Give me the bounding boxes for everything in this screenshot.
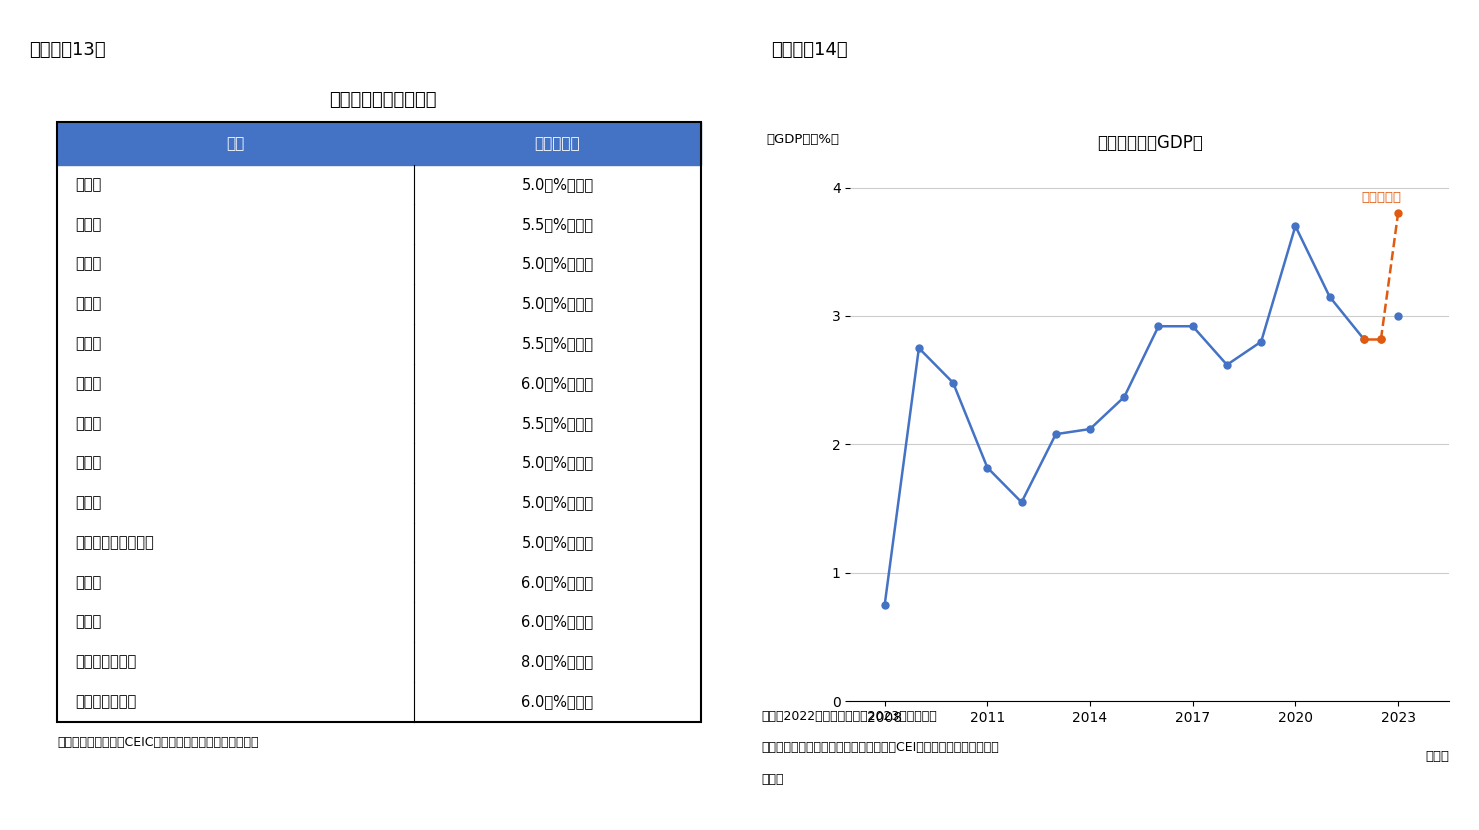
Bar xyxy=(58,443,701,483)
Text: 5.0　%　前後: 5.0 % 前後 xyxy=(522,256,593,271)
Text: 広西チワン族自治区: 広西チワン族自治区 xyxy=(75,535,154,550)
Text: チベット自治区: チベット自治区 xyxy=(75,654,136,670)
Text: 主な地方の成長率目標: 主な地方の成長率目標 xyxy=(328,91,436,110)
Bar xyxy=(58,403,701,443)
Bar xyxy=(414,123,701,164)
Text: 6.0　%　以上: 6.0 % 以上 xyxy=(522,694,593,709)
Text: 浙江省: 浙江省 xyxy=(75,336,101,351)
Text: 成長率目標: 成長率目標 xyxy=(534,136,580,151)
Text: 山東省: 山東省 xyxy=(75,456,101,471)
Text: 所作成: 所作成 xyxy=(762,773,784,786)
Text: 5.5　%　前後: 5.5 % 前後 xyxy=(522,416,593,431)
Text: 国債増発後: 国債増発後 xyxy=(1362,191,1402,204)
Text: （資料）中国国家統計局、中国財政部、CEIより、ニッセイ基礎研究: （資料）中国国家統計局、中国財政部、CEIより、ニッセイ基礎研究 xyxy=(762,741,1000,754)
Text: 安徽省: 安徽省 xyxy=(75,376,101,391)
Text: （図表－14）: （図表－14） xyxy=(772,41,847,58)
Text: 重慶市: 重慶市 xyxy=(75,575,101,590)
Text: 5.0　%　以上: 5.0 % 以上 xyxy=(522,296,593,311)
Bar xyxy=(58,523,701,563)
Text: 上海市: 上海市 xyxy=(75,256,101,271)
Title: 財政赤字の対GDP比: 財政赤字の対GDP比 xyxy=(1097,134,1202,152)
Text: 江蘇省: 江蘇省 xyxy=(75,296,101,311)
Text: 地方: 地方 xyxy=(226,136,246,151)
Text: 北京市: 北京市 xyxy=(75,177,101,192)
Bar xyxy=(58,284,701,324)
Bar xyxy=(58,642,701,681)
Text: （注）2022年までは実績、2023年は予算。: （注）2022年までは実績、2023年は予算。 xyxy=(762,710,938,723)
Text: 6.0　%　以上: 6.0 % 以上 xyxy=(522,615,593,630)
Text: （図表－13）: （図表－13） xyxy=(30,41,105,58)
Text: 5.5　%　前後: 5.5 % 前後 xyxy=(522,336,593,351)
Text: 5.0　%　以上: 5.0 % 以上 xyxy=(522,456,593,471)
Bar xyxy=(58,164,701,204)
Text: 6.0　%　前後: 6.0 % 前後 xyxy=(522,575,593,590)
Bar xyxy=(58,123,414,164)
Bar xyxy=(58,563,701,603)
Text: 5.0　%　以上: 5.0 % 以上 xyxy=(522,496,593,510)
Bar xyxy=(58,364,701,403)
Bar xyxy=(58,204,701,244)
Text: 5.5　%　前後: 5.5 % 前後 xyxy=(522,217,593,232)
Bar xyxy=(58,603,701,642)
Text: 河北省: 河北省 xyxy=(75,217,101,232)
Bar xyxy=(58,681,701,721)
Text: 5.0　%　以上: 5.0 % 以上 xyxy=(522,535,593,550)
Text: 広東省: 広東省 xyxy=(75,496,101,510)
Text: 5.0　%　前後: 5.0 % 前後 xyxy=(522,177,593,192)
Text: 8.0　%　前後: 8.0 % 前後 xyxy=(522,654,593,670)
Text: 四川省: 四川省 xyxy=(75,615,101,630)
Text: （資料）各種報道、CEICより、ニッセイ基礎研究所作成: （資料）各種報道、CEICより、ニッセイ基礎研究所作成 xyxy=(58,735,259,749)
Text: 福建省: 福建省 xyxy=(75,416,101,431)
Text: 6.0　%　前後: 6.0 % 前後 xyxy=(522,376,593,391)
Text: （年）: （年） xyxy=(1426,750,1449,763)
Bar xyxy=(58,483,701,523)
Bar xyxy=(58,324,701,364)
Bar xyxy=(58,122,701,721)
Text: 寧夏回族自治区: 寧夏回族自治区 xyxy=(75,694,136,709)
Text: （GDP比、%）: （GDP比、%） xyxy=(766,133,840,145)
Bar xyxy=(58,244,701,284)
